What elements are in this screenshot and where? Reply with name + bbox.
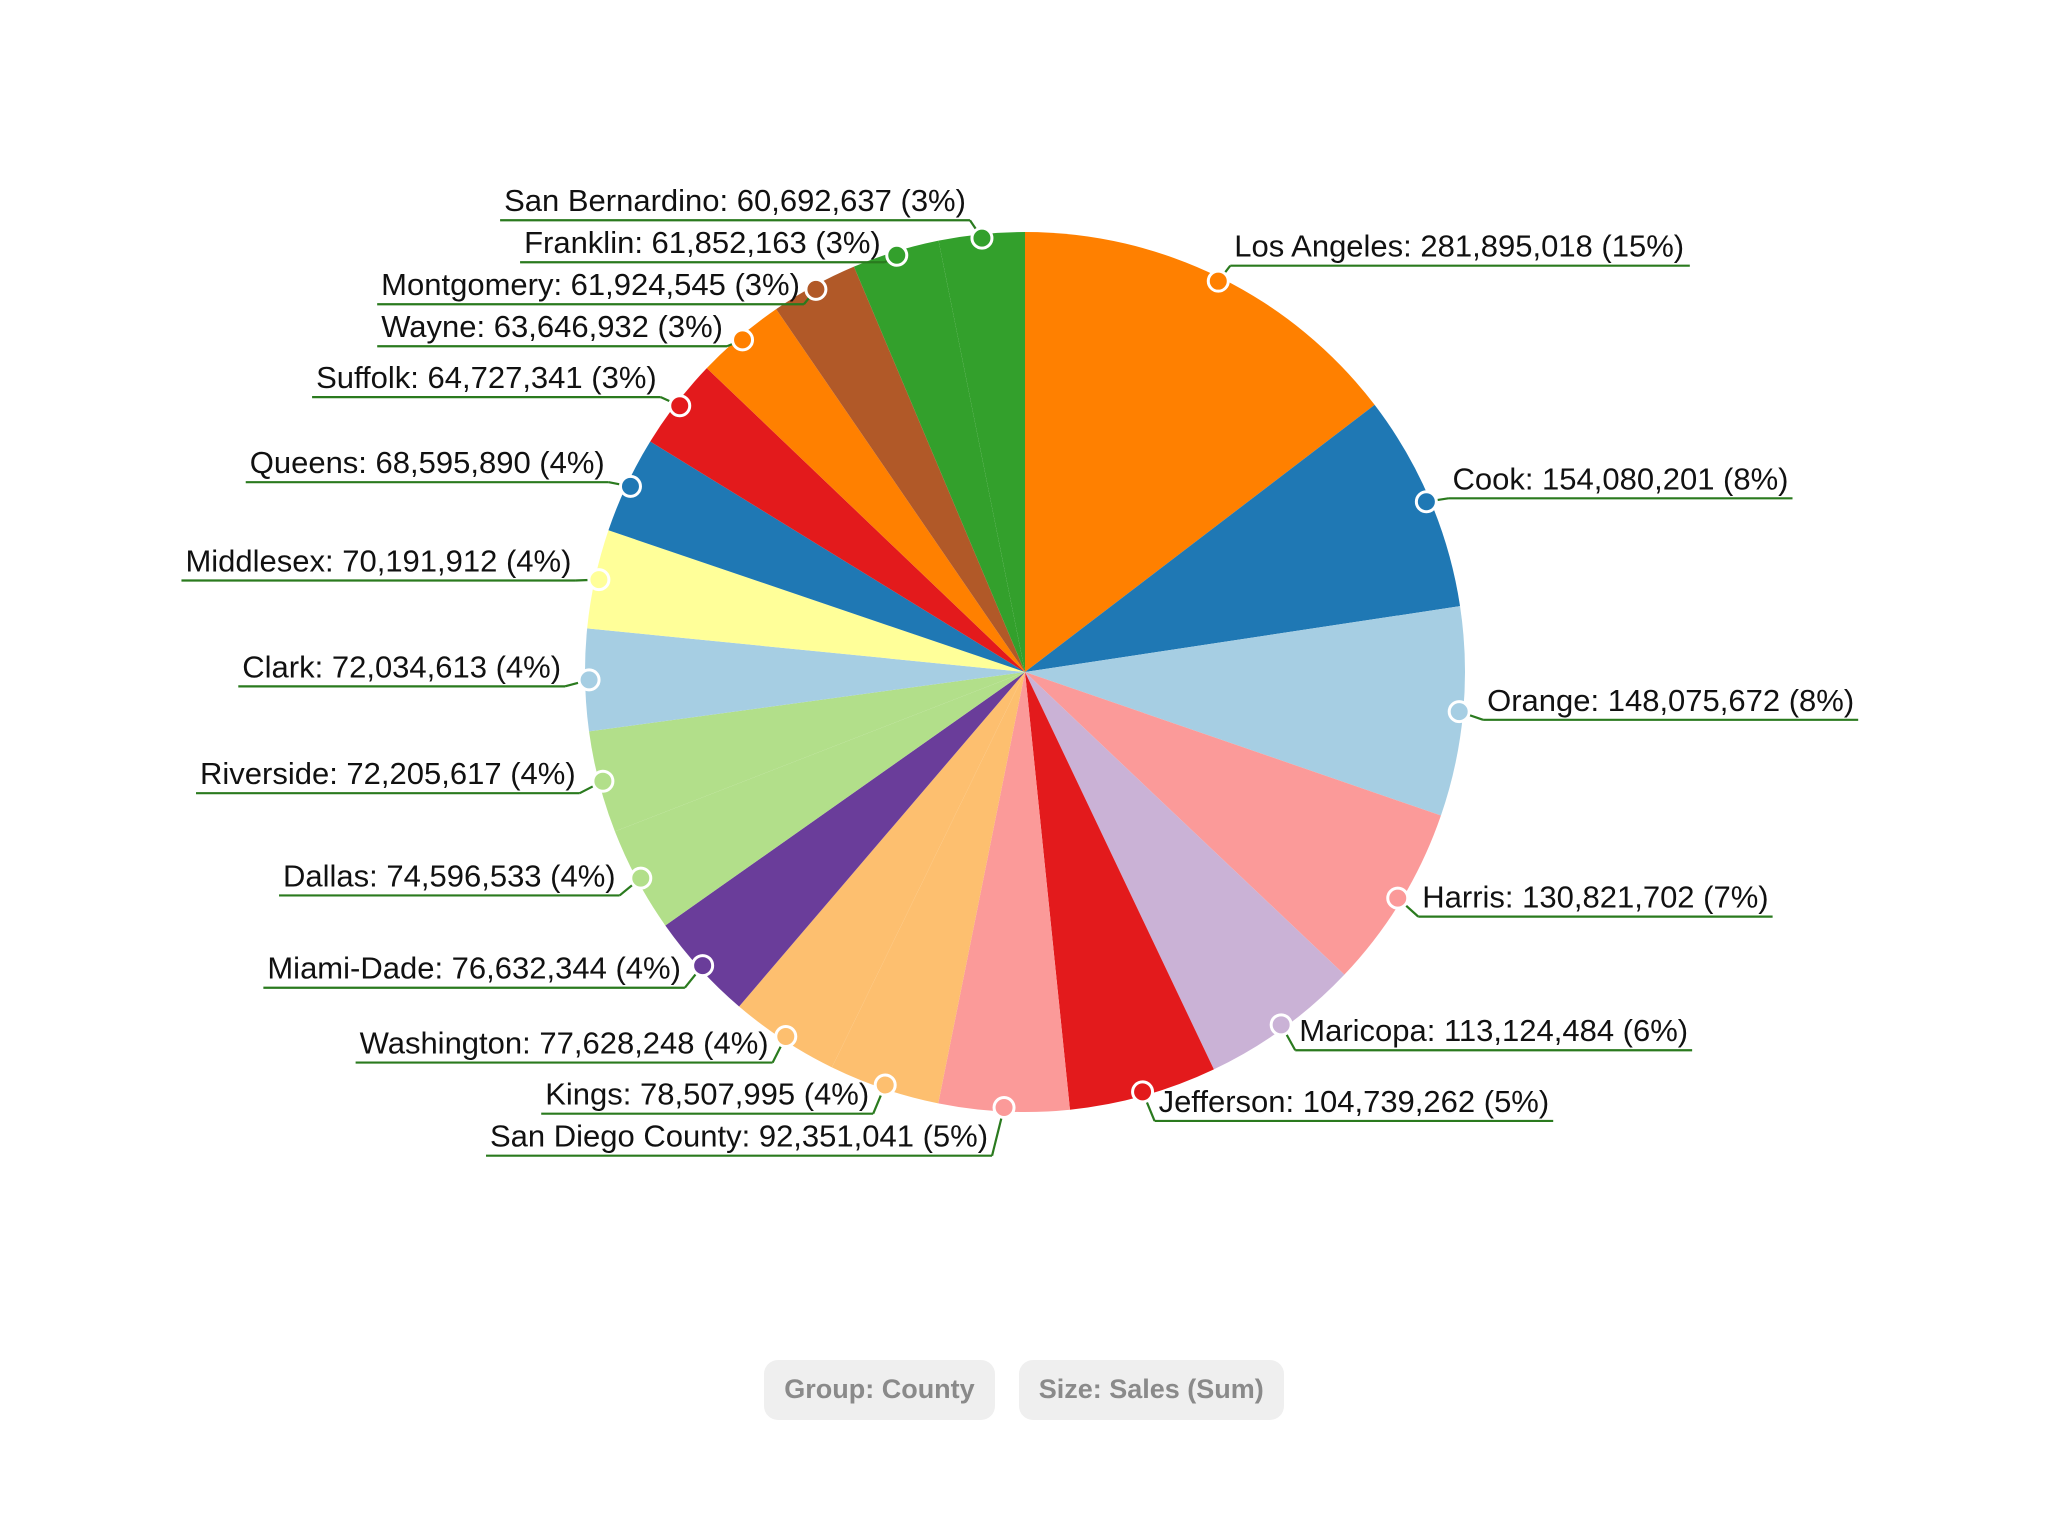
group-by-pill[interactable]: Group: County [764,1360,995,1420]
slice-label-clark: Clark: 72,034,613 (4%) [242,649,561,684]
slice-label-suffolk: Suffolk: 64,727,341 (3%) [316,360,657,395]
slice-marker-clark [577,668,601,692]
slice-marker-harris [1386,886,1410,910]
slice-marker-washington [774,1025,798,1049]
slice-marker-riverside [591,769,615,793]
chart-controls: Group: County Size: Sales (Sum) [0,1360,2048,1420]
slice-label-cook: Cook: 154,080,201 (8%) [1452,461,1788,496]
slice-marker-montgomery [804,277,828,301]
pie-slice-kings[interactable] [831,672,1025,1104]
pie-slice-montgomery[interactable] [776,266,1025,672]
pie-slice-washington[interactable] [739,672,1025,1068]
pie-slice-harris[interactable] [1025,672,1441,975]
pie-slice-clark[interactable] [585,628,1025,732]
slice-label-maricopa: Maricopa: 113,124,484 (6%) [1299,1013,1688,1048]
pie-slice-san-bernardino[interactable] [938,232,1025,672]
pie-slice-franklin[interactable] [853,240,1025,673]
pie-slice-middlesex[interactable] [587,530,1025,672]
slice-marker-los-angeles [1206,269,1230,293]
pie-slice-jefferson[interactable] [1025,672,1214,1110]
slice-marker-maricopa [1269,1013,1293,1037]
slice-label-middlesex: Middlesex: 70,191,912 (4%) [185,544,571,579]
pie-slice-queens[interactable] [608,441,1025,672]
pie-slice-miami-dade[interactable] [665,672,1025,1007]
pie-slice-riverside[interactable] [589,672,1025,832]
slice-marker-kings [873,1073,897,1097]
slice-label-franklin: Franklin: 61,852,163 (3%) [524,225,881,260]
slice-label-san-diego-county: San Diego County: 92,351,041 (5%) [490,1119,988,1154]
slice-label-dallas: Dallas: 74,596,533 (4%) [283,858,616,893]
slice-label-kings: Kings: 78,507,995 (4%) [545,1077,869,1112]
slice-marker-orange [1447,700,1471,724]
slice-marker-queens [618,474,642,498]
slice-marker-jefferson [1131,1080,1155,1104]
slice-label-los-angeles: Los Angeles: 281,895,018 (15%) [1234,229,1684,264]
slice-marker-miami-dade [691,954,715,978]
slice-label-riverside: Riverside: 72,205,617 (4%) [200,756,576,791]
slice-label-jefferson: Jefferson: 104,739,262 (5%) [1159,1084,1550,1119]
pie-slice-orange[interactable] [1025,606,1465,816]
leaders-layer [181,219,1859,1157]
slice-label-harris: Harris: 130,821,702 (7%) [1422,880,1768,915]
slice-marker-dallas [629,866,653,890]
slice-label-wayne: Wayne: 63,646,932 (3%) [381,309,723,344]
slice-label-washington: Washington: 77,628,248 (4%) [360,1026,769,1061]
pie-slice-dallas[interactable] [614,672,1025,926]
pie-slice-cook[interactable] [1025,404,1461,672]
pie-slice-maricopa[interactable] [1025,672,1345,1070]
slice-marker-cook [1414,490,1438,514]
pie-slice-suffolk[interactable] [650,368,1025,672]
pie-slice-los-angeles[interactable] [1025,232,1375,672]
labels-layer: Los Angeles: 281,895,018 (15%) Cook: 154,… [185,183,1854,1153]
slices-layer [585,232,1465,1112]
size-by-pill[interactable]: Size: Sales (Sum) [1018,1360,1284,1420]
pie-slice-wayne[interactable] [706,309,1025,672]
slice-label-montgomery: Montgomery: 61,924,545 (3%) [381,267,800,302]
slice-marker-san-bernardino [970,226,994,250]
pie-slice-san-diego-county[interactable] [938,672,1070,1112]
slice-label-miami-dade: Miami-Dade: 76,632,344 (4%) [267,951,681,986]
slice-marker-franklin [885,243,909,267]
slice-marker-middlesex [587,568,611,592]
slice-marker-wayne [731,328,755,352]
slice-marker-suffolk [668,394,692,418]
slice-label-queens: Queens: 68,595,890 (4%) [250,445,605,480]
slice-marker-san-diego-county [992,1095,1016,1119]
slice-label-san-bernardino: San Bernardino: 60,692,637 (3%) [504,183,966,218]
slice-label-orange: Orange: 148,075,672 (8%) [1487,683,1854,718]
